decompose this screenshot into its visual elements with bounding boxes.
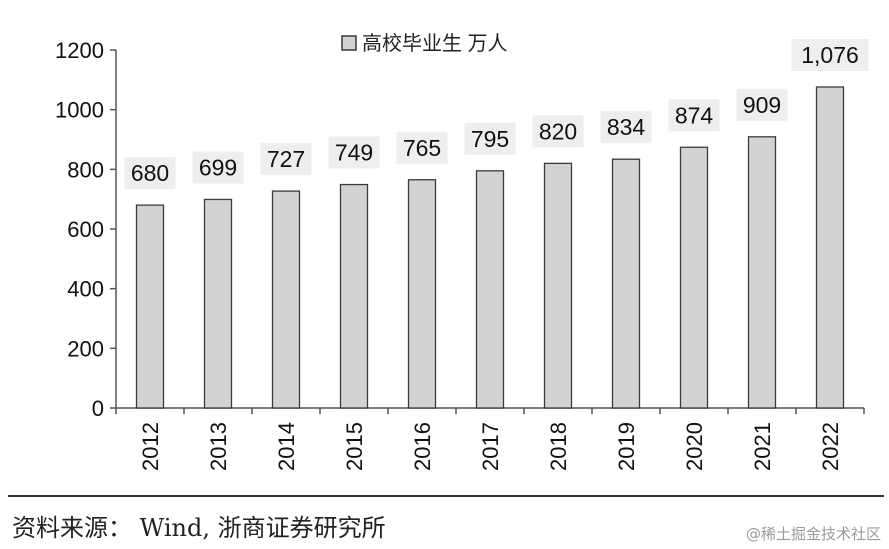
y-tick-label: 1000 bbox=[55, 98, 104, 123]
x-tick-label: 2017 bbox=[478, 422, 503, 471]
bars: 680 699 727 749 765 795 820 834 874 909 1,076 bbox=[124, 38, 869, 409]
data-label: 749 bbox=[335, 140, 373, 166]
data-label-background bbox=[124, 157, 176, 190]
x-tick-label: 2018 bbox=[546, 422, 571, 471]
watermark: @稀土掘金技术社区 bbox=[745, 525, 881, 543]
data-label: 795 bbox=[471, 126, 509, 152]
x-tick-label: 2014 bbox=[274, 422, 299, 471]
x-tick-label: 2016 bbox=[410, 422, 435, 471]
data-label-background bbox=[736, 88, 788, 121]
bar bbox=[407, 179, 437, 409]
y-tick-label: 800 bbox=[67, 157, 104, 182]
x-tick-label: 2019 bbox=[614, 422, 639, 471]
y-axis: 0 200 400 600 800 1000 1200 bbox=[55, 38, 117, 421]
data-label-background bbox=[260, 143, 312, 176]
bar bbox=[815, 86, 845, 409]
bar bbox=[475, 170, 505, 409]
data-label-background bbox=[328, 136, 380, 169]
source-note: 资料来源： Wind, 浙商证券研究所 bbox=[12, 514, 386, 542]
data-label-background bbox=[532, 115, 584, 148]
x-tick-label: 2020 bbox=[682, 422, 707, 471]
data-label: 765 bbox=[403, 135, 441, 161]
x-tick-label: 2021 bbox=[750, 422, 775, 471]
y-tick-label: 0 bbox=[92, 396, 104, 421]
data-label: 834 bbox=[607, 114, 646, 140]
bar bbox=[339, 183, 369, 409]
data-label-background bbox=[396, 131, 448, 164]
bar bbox=[135, 204, 165, 409]
bar bbox=[679, 146, 709, 409]
legend-swatch bbox=[341, 35, 357, 51]
y-tick-label: 400 bbox=[67, 277, 104, 302]
data-label-background bbox=[464, 122, 516, 155]
y-tick-label: 600 bbox=[67, 217, 104, 242]
data-label: 909 bbox=[743, 92, 781, 118]
bar bbox=[203, 198, 233, 409]
data-label-background bbox=[192, 151, 244, 184]
data-label-background bbox=[668, 99, 720, 132]
data-label: 820 bbox=[539, 118, 577, 144]
y-tick-label: 1200 bbox=[55, 38, 104, 63]
legend: 高校毕业生 万人 bbox=[341, 32, 508, 55]
data-label-background bbox=[791, 38, 869, 71]
legend-label: 高校毕业生 万人 bbox=[362, 32, 508, 55]
bar bbox=[747, 136, 777, 409]
x-tick-label: 2015 bbox=[342, 422, 367, 471]
data-label: 699 bbox=[199, 154, 237, 180]
x-axis: 2012 2013 2014 2015 2016 2017 2018 2019 2020 2021… bbox=[115, 407, 865, 471]
data-label-background bbox=[600, 111, 652, 144]
bar bbox=[543, 162, 573, 409]
x-tick-label: 2012 bbox=[138, 422, 163, 471]
data-label: 727 bbox=[267, 146, 305, 172]
x-tick-label: 2022 bbox=[818, 422, 843, 471]
data-label: 680 bbox=[131, 160, 169, 186]
bar bbox=[611, 158, 641, 409]
x-tick-label: 2013 bbox=[206, 422, 231, 471]
y-tick-label: 200 bbox=[67, 336, 104, 361]
source-divider bbox=[8, 495, 884, 497]
data-label: 1,076 bbox=[801, 42, 859, 68]
bar bbox=[271, 190, 301, 409]
data-label: 874 bbox=[675, 102, 714, 128]
